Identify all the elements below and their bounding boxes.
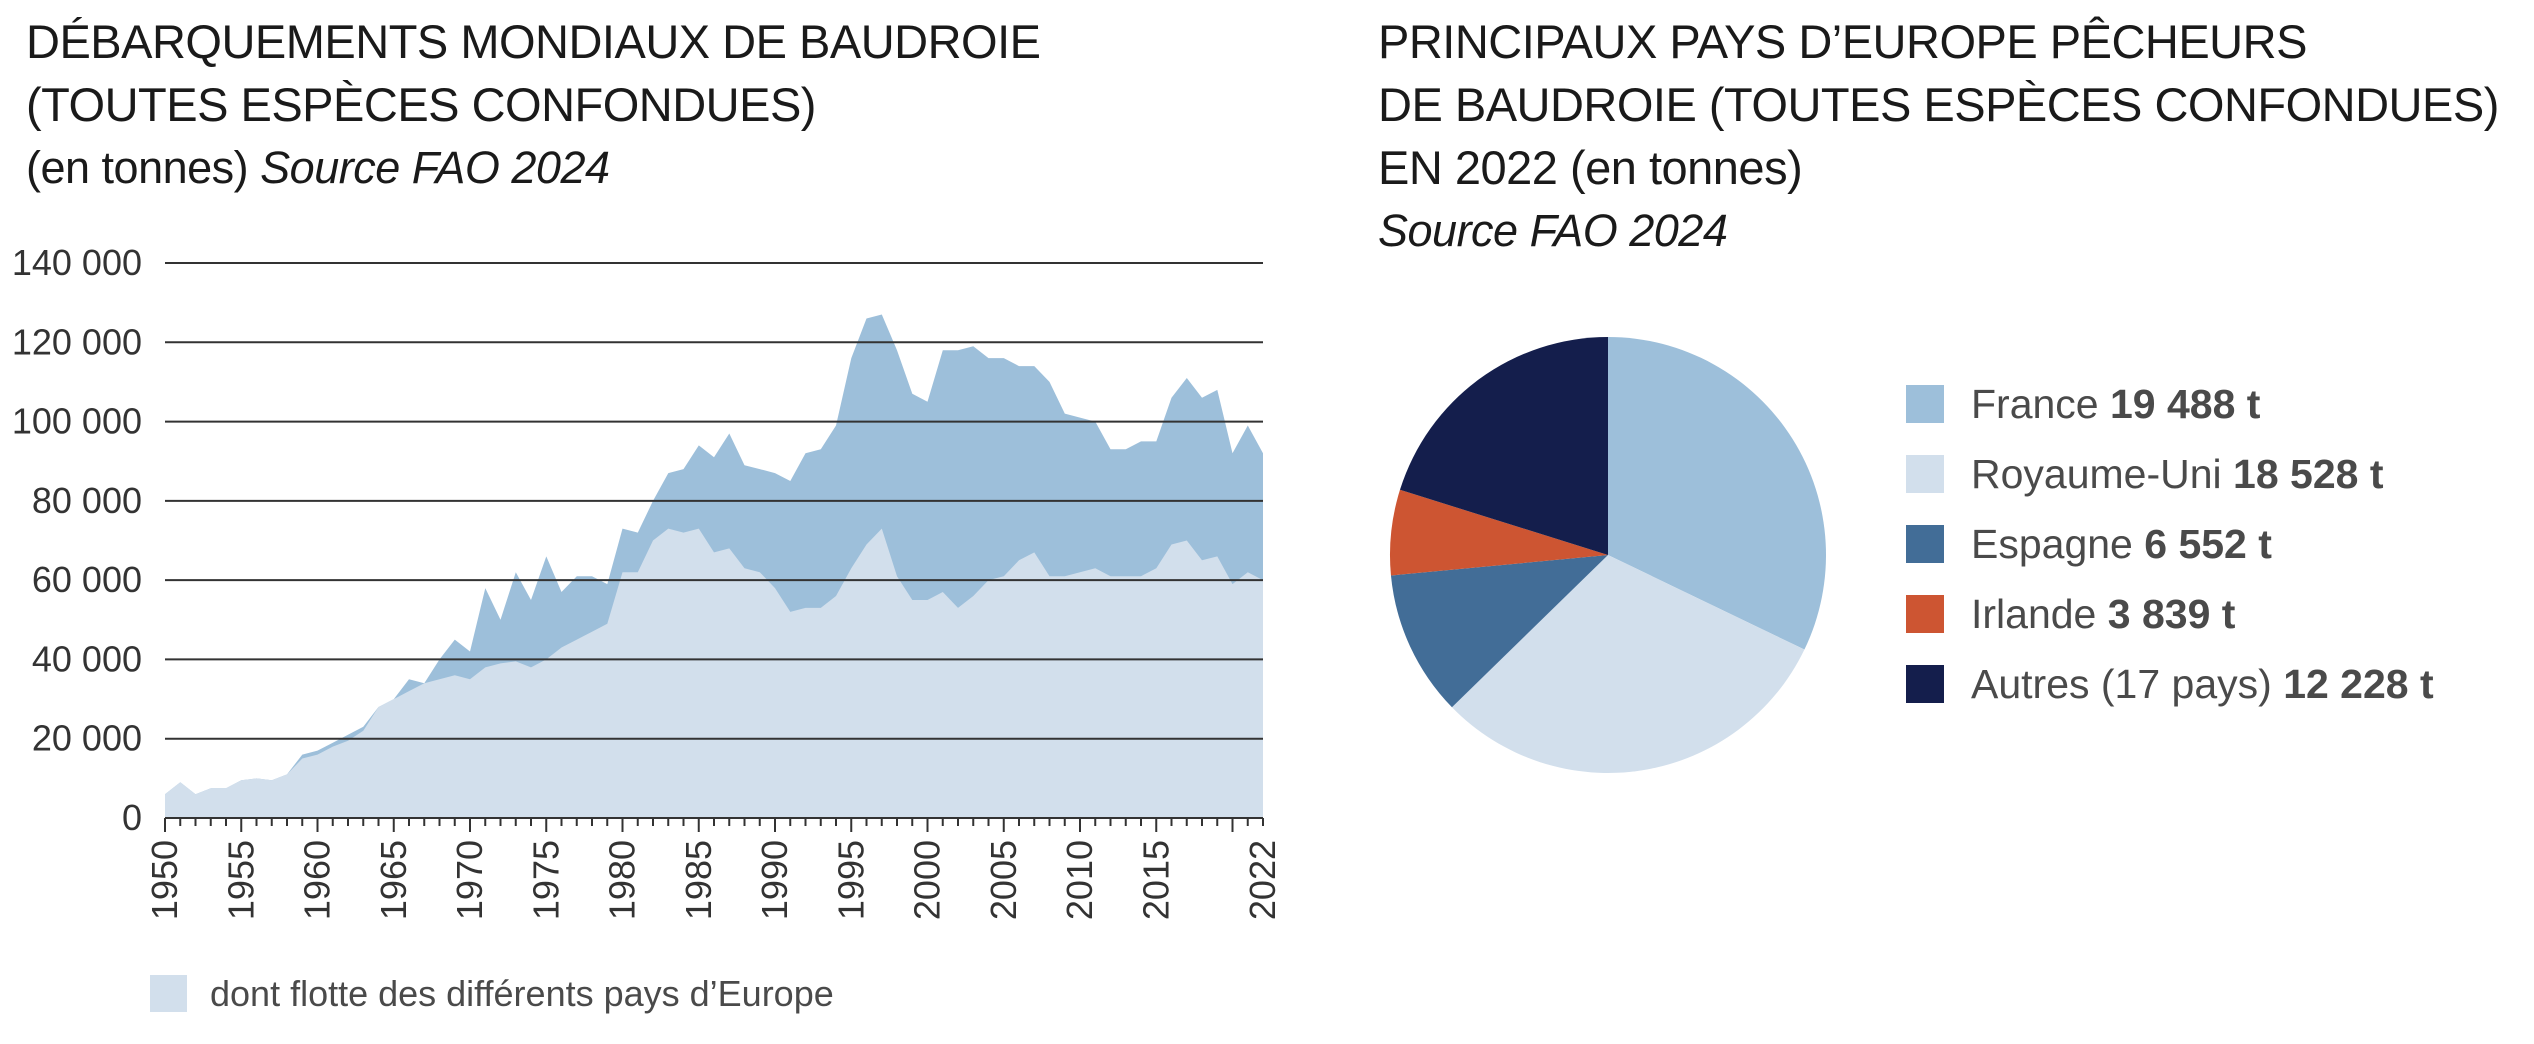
pie-legend-item-espagne: Espagne 6 552 t	[1971, 521, 2272, 567]
pie-legend-item-autres: Autres (17 pays) 12 228 t	[1971, 661, 2434, 707]
x-tick-label: 2000	[907, 840, 948, 920]
x-tick-label: 2010	[1059, 840, 1100, 920]
x-tick-label: 1975	[525, 840, 566, 920]
pie-legend-item-royaume_uni: Royaume-Uni 18 528 t	[1971, 451, 2384, 497]
area-legend-swatch	[150, 975, 187, 1012]
x-tick-label: 1960	[297, 840, 338, 920]
area-legend-label: dont flotte des différents pays d’Europe	[210, 973, 834, 1014]
pie-legend-swatch-france	[1906, 385, 1944, 423]
y-tick-label: 60 000	[32, 559, 142, 600]
pie-legend-value: 6 552 t	[2144, 521, 2272, 567]
x-tick-label: 1955	[220, 840, 261, 920]
pie-legend-label: Autres (17 pays)	[1971, 661, 2283, 707]
pie-legend-label: Irlande	[1971, 591, 2108, 637]
area-chart-title-line2: (TOUTES ESPÈCES CONFONDUES)	[26, 78, 816, 131]
pie-chart-title-line2: DE BAUDROIE (TOUTES ESPÈCES CONFONDUES)	[1378, 78, 2499, 131]
pie-legend-swatch-royaume_uni	[1906, 455, 1944, 493]
pie-legend-label: Espagne	[1971, 521, 2144, 567]
x-tick-label: 1965	[373, 840, 414, 920]
y-tick-label: 40 000	[32, 638, 142, 679]
y-tick-label: 140 000	[12, 242, 142, 283]
area-chart-source: Source FAO 2024	[260, 142, 610, 193]
pie-legend-label: Royaume-Uni	[1971, 451, 2233, 497]
pie-legend-swatch-irlande	[1906, 595, 1944, 633]
pie-legend-item-france: France 19 488 t	[1971, 381, 2261, 427]
pie-slice-espagne	[1390, 555, 1608, 708]
pie-slice-royaume_uni	[1451, 555, 1805, 773]
x-tick-label: 1990	[754, 840, 795, 920]
pie-legend-swatch-espagne	[1906, 525, 1944, 563]
pie-slice-france	[1608, 337, 1827, 650]
y-tick-label: 100 000	[12, 401, 142, 442]
pie-legend-value: 18 528 t	[2233, 451, 2384, 497]
x-tick-label: 1995	[830, 840, 871, 920]
pie-legend-item-irlande: Irlande 3 839 t	[1971, 591, 2236, 637]
pie-chart-title-line1: PRINCIPAUX PAYS D’EUROPE PÊCHEURS	[1378, 15, 2307, 68]
area-chart-unit: (en tonnes)	[26, 142, 249, 193]
x-tick-label: 1950	[144, 840, 185, 920]
pie-chart-source: Source FAO 2024	[1378, 205, 1728, 256]
pie-legend-value: 12 228 t	[2283, 661, 2434, 707]
area-series-europe	[165, 528, 1263, 818]
y-tick-label: 20 000	[32, 718, 142, 759]
x-tick-label: 2005	[983, 840, 1024, 920]
area-chart-subtitle: (en tonnes) Source FAO 2024	[26, 136, 1041, 199]
x-tick-label: 2022	[1242, 840, 1283, 920]
pie-chart-title: PRINCIPAUX PAYS D’EUROPE PÊCHEURS DE BAU…	[1378, 10, 2499, 262]
area-chart-title: DÉBARQUEMENTS MONDIAUX DE BAUDROIE (TOUT…	[26, 10, 1041, 199]
pie-legend-label: France	[1971, 381, 2110, 427]
pie-legend-swatch-autres	[1906, 665, 1944, 703]
x-tick-label: 1985	[678, 840, 719, 920]
pie-chart-title-line3: EN 2022 (en tonnes)	[1378, 141, 1803, 194]
x-tick-label: 2015	[1135, 840, 1176, 920]
y-tick-label: 80 000	[32, 480, 142, 521]
y-tick-label: 120 000	[12, 321, 142, 362]
area-chart-title-line1: DÉBARQUEMENTS MONDIAUX DE BAUDROIE	[26, 15, 1041, 68]
x-tick-label: 1980	[602, 840, 643, 920]
x-tick-label: 1970	[449, 840, 490, 920]
y-tick-label: 0	[122, 797, 142, 838]
pie-slice-autres	[1399, 337, 1608, 555]
pie-legend-value: 3 839 t	[2108, 591, 2236, 637]
pie-legend-value: 19 488 t	[2110, 381, 2261, 427]
pie-slice-irlande	[1389, 489, 1608, 576]
